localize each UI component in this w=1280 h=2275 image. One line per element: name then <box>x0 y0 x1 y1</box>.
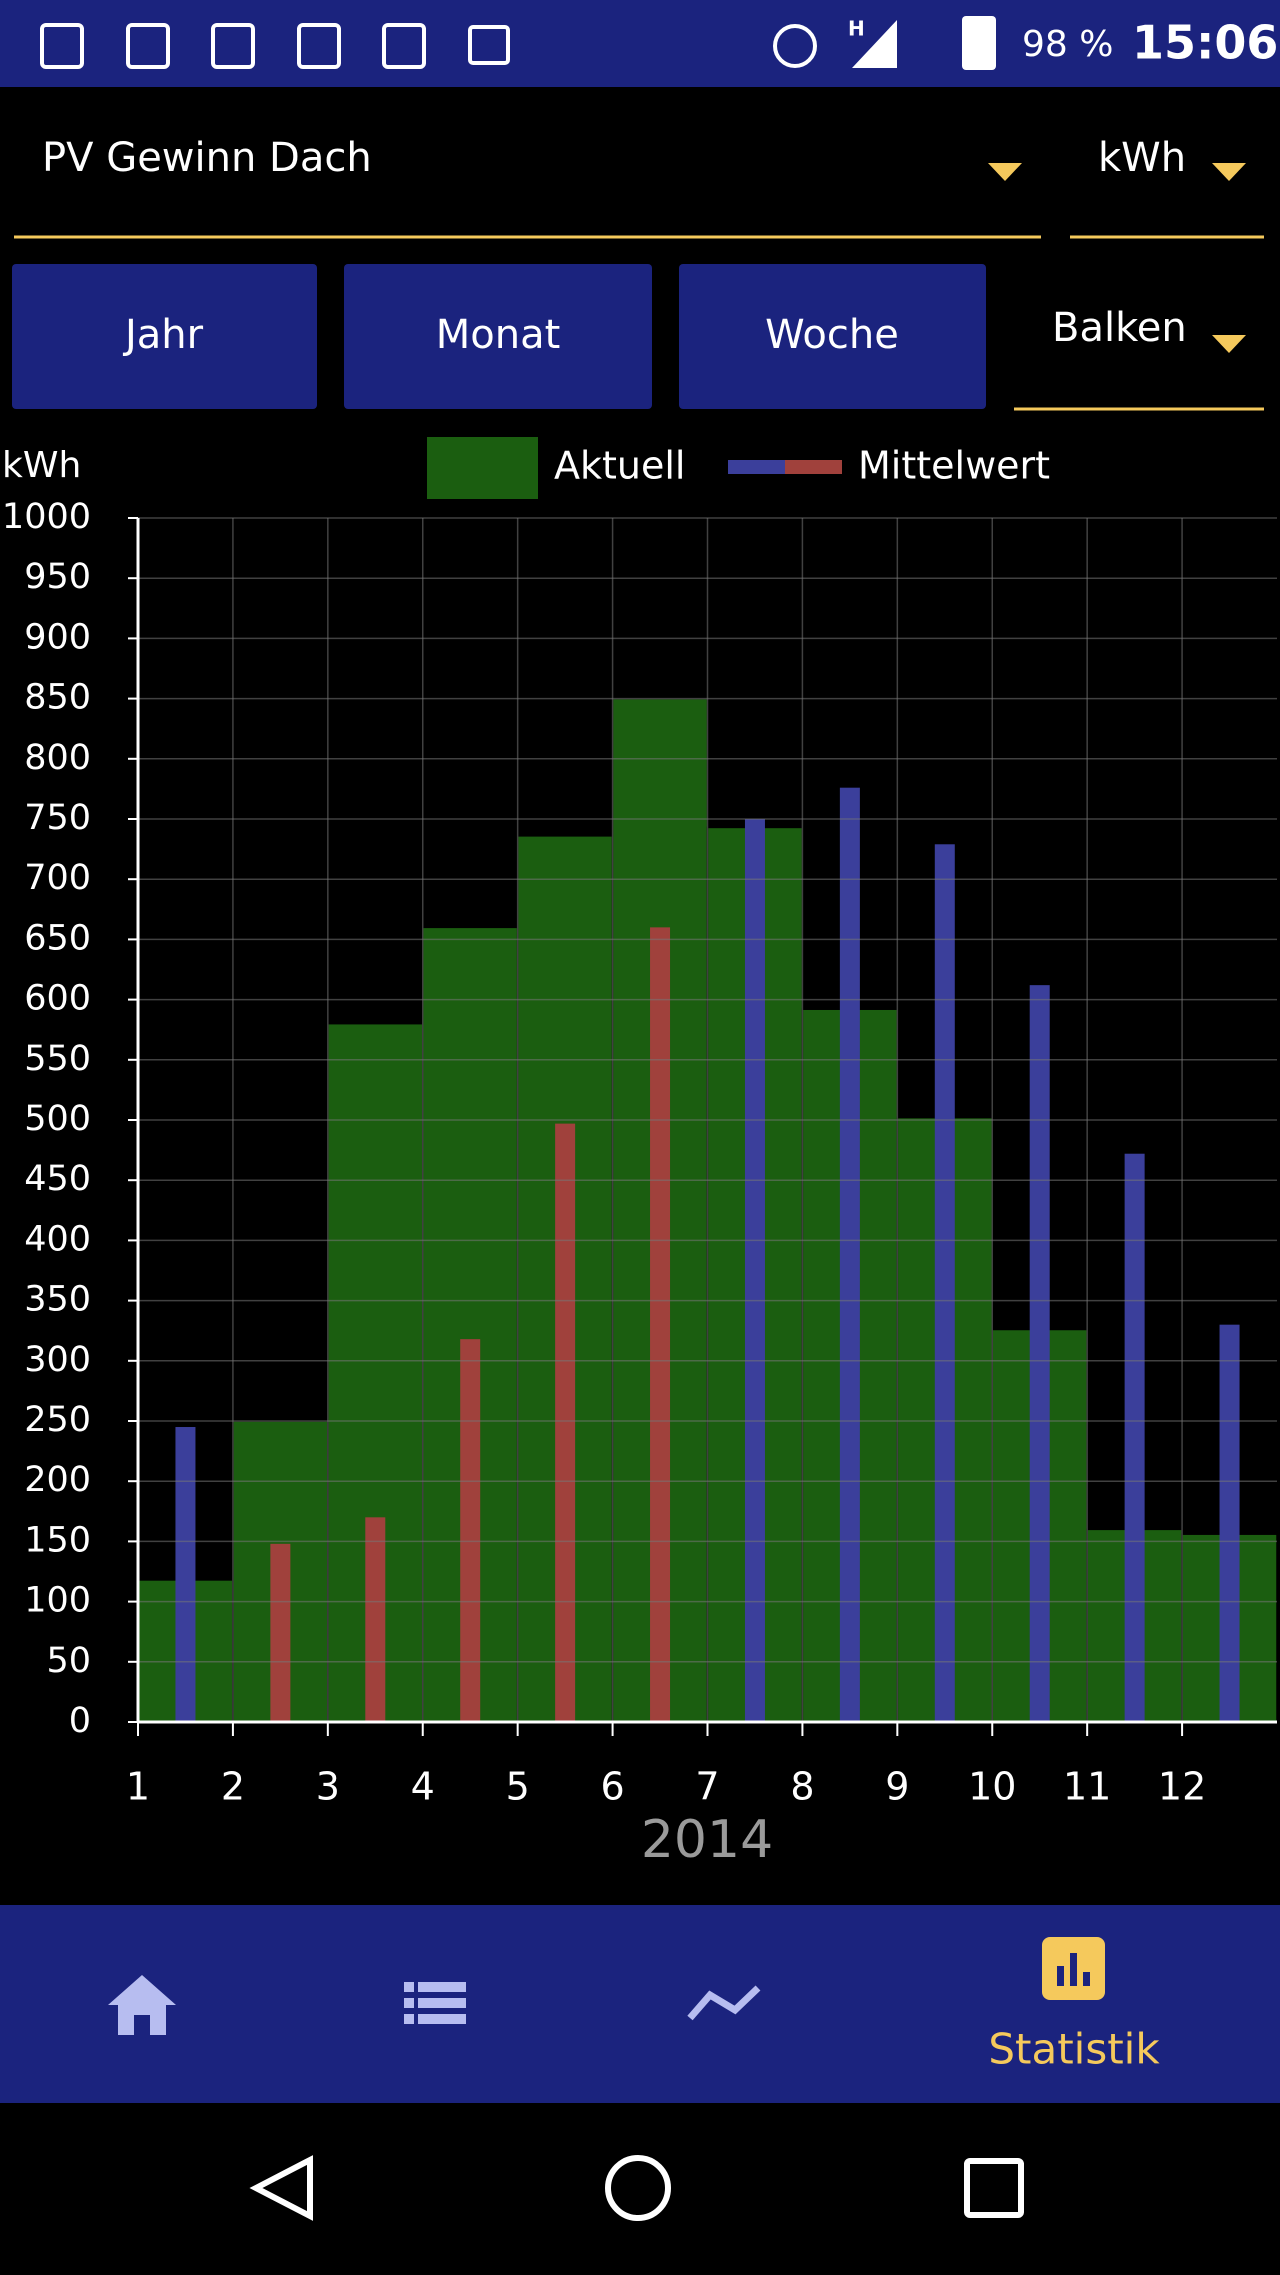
dropdown-arrow <box>1212 335 1246 353</box>
battery-level: 98 % <box>1022 24 1113 65</box>
bar-average <box>839 787 860 1722</box>
calendar-icon <box>382 23 426 69</box>
y-tick-label: 250 <box>24 1400 91 1440</box>
bar-average <box>1124 1153 1145 1722</box>
bar-average <box>175 1427 196 1722</box>
calendar-icon <box>40 23 84 69</box>
list-icon-part <box>404 1998 414 2008</box>
dataset-dropdown[interactable]: PV Gewinn Dach <box>42 135 372 181</box>
legend-swatch <box>427 437 538 499</box>
y-tick-label: 600 <box>24 979 91 1019</box>
y-tick-label: 650 <box>24 918 91 958</box>
icon-bar <box>1083 1972 1090 1986</box>
y-tick-label: 1000 <box>2 497 91 537</box>
x-tick-label: 6 <box>600 1765 624 1809</box>
list-icon-part <box>404 2014 414 2024</box>
x-tick-label: 2 <box>221 1765 245 1809</box>
y-tick-label: 900 <box>24 617 91 657</box>
list-icon-part <box>418 2014 466 2024</box>
x-tick-label: 1 <box>126 1765 150 1809</box>
y-tick-label: 550 <box>24 1039 91 1079</box>
bar-average <box>365 1517 386 1722</box>
clock: 15:06 <box>1132 16 1278 70</box>
button-label[interactable]: Jahr <box>122 312 204 358</box>
home-button[interactable] <box>605 2155 671 2221</box>
y-tick-label: 450 <box>24 1159 91 1199</box>
x-tick-label: 7 <box>695 1765 719 1809</box>
calendar-icon <box>126 23 170 69</box>
y-tick-label: 350 <box>24 1280 91 1320</box>
y-tick-label: 200 <box>24 1460 91 1500</box>
x-tick-label: 3 <box>316 1765 340 1809</box>
y-tick-label: 850 <box>24 678 91 718</box>
back-button[interactable] <box>249 2155 313 2221</box>
y-tick-label: 950 <box>24 557 91 597</box>
button-label[interactable]: Woche <box>765 312 899 358</box>
x-tick-label: 10 <box>968 1765 1016 1809</box>
y-tick-label: 750 <box>24 798 91 838</box>
chart-style-dropdown[interactable]: Balken <box>1052 305 1187 351</box>
statistics-tab-label[interactable]: Statistik <box>988 2025 1160 2074</box>
list-tab[interactable] <box>404 1982 466 2024</box>
legend-label: Mittelwert <box>858 444 1050 488</box>
legend-swatch <box>728 460 785 474</box>
notification-icons <box>40 23 817 69</box>
chart: kWh Aktuell Mittelwert05010015020025030035… <box>2 437 1278 1870</box>
x-tick-label: 9 <box>885 1765 909 1809</box>
y-tick-label: 100 <box>24 1581 91 1621</box>
y-tick-label: 300 <box>24 1340 91 1380</box>
bar-average <box>1219 1324 1240 1722</box>
battery-icon <box>962 16 996 70</box>
list-icon-part <box>418 1982 466 1992</box>
year-button[interactable] <box>12 264 317 409</box>
x-tick-label: 11 <box>1063 1765 1111 1809</box>
bar-average <box>650 927 671 1722</box>
home-tab[interactable] <box>108 1975 176 2035</box>
y-tick-label: 400 <box>24 1219 91 1259</box>
y-tick-label: 800 <box>24 738 91 778</box>
legend-swatch <box>785 460 842 474</box>
recents-button[interactable] <box>964 2158 1024 2218</box>
bar-average <box>1029 985 1050 1722</box>
bar-average <box>555 1123 576 1722</box>
y-tick-label: 50 <box>46 1641 91 1681</box>
signal-icon <box>852 20 897 68</box>
legend-label: Aktuell <box>554 444 685 488</box>
calendar-icon <box>297 23 341 69</box>
network-type: H <box>848 17 865 41</box>
bar-average <box>934 844 955 1722</box>
bar-average <box>270 1543 291 1722</box>
trend-tab[interactable] <box>687 1985 761 2021</box>
icon-bar <box>1070 1953 1077 1986</box>
image-icon <box>468 25 510 65</box>
y-tick-label: 0 <box>69 1701 91 1741</box>
x-tick-label: 5 <box>506 1765 530 1809</box>
y-tick-label: 500 <box>24 1099 91 1139</box>
dropdown-arrow <box>1212 163 1246 181</box>
y-tick-label: 700 <box>24 858 91 898</box>
bar-average <box>460 1339 481 1722</box>
x-tick-label: 8 <box>790 1765 814 1809</box>
icon-bar <box>1057 1966 1064 1986</box>
month-button[interactable] <box>344 264 652 409</box>
y-tick-label: 150 <box>24 1520 91 1560</box>
bar-average <box>744 819 765 1722</box>
dropdown-arrow <box>988 163 1022 181</box>
x-tick-label: 4 <box>411 1765 435 1809</box>
list-icon-part <box>418 1998 466 2008</box>
button-label[interactable]: Monat <box>436 312 561 358</box>
alarm-icon <box>773 24 817 68</box>
calendar-icon <box>211 23 255 69</box>
statistics-icon-bars <box>1057 1953 1090 1986</box>
x-axis-title: 2014 <box>641 1810 773 1870</box>
x-tick-label: 12 <box>1158 1765 1206 1809</box>
week-button[interactable] <box>679 264 986 409</box>
nav-icons <box>108 1975 761 2035</box>
y-axis-title: kWh <box>2 445 81 486</box>
list-icon-part <box>404 1982 414 1992</box>
unit-dropdown[interactable]: kWh <box>1098 135 1186 181</box>
